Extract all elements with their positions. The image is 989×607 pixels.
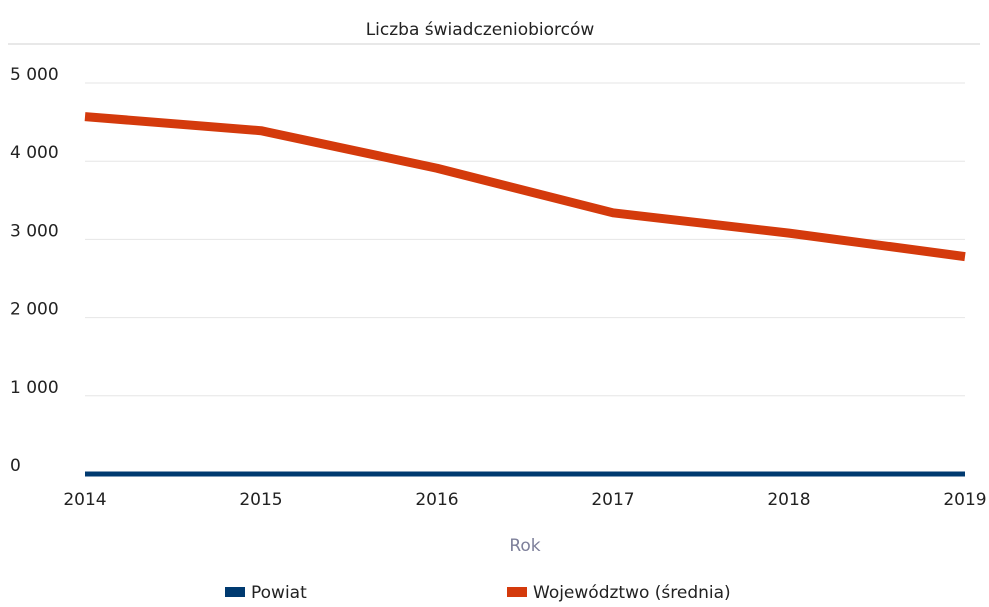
y-tick-label: 4 000 xyxy=(10,143,59,163)
x-tick-label: 2016 xyxy=(415,490,458,510)
y-tick-label: 5 000 xyxy=(10,65,59,85)
x-tick-label: 2014 xyxy=(63,490,106,510)
y-tick-label: 0 xyxy=(10,456,21,476)
x-tick-label: 2017 xyxy=(591,490,634,510)
legend-swatch xyxy=(225,587,245,597)
legend-label: Województwo (średnia) xyxy=(533,583,731,603)
y-tick-label: 1 000 xyxy=(10,378,59,398)
y-tick-label: 2 000 xyxy=(10,300,59,320)
x-tick-label: 2019 xyxy=(943,490,986,510)
legend-swatch xyxy=(507,587,527,597)
series-line xyxy=(84,112,966,262)
x-tick-label: 2015 xyxy=(239,490,282,510)
y-tick-label: 3 000 xyxy=(10,221,59,241)
x-tick-label: 2018 xyxy=(767,490,810,510)
x-axis-label: Rok xyxy=(509,536,540,556)
chart-title: Liczba świadczeniobiorców xyxy=(366,20,595,40)
legend-label: Powiat xyxy=(251,583,307,603)
